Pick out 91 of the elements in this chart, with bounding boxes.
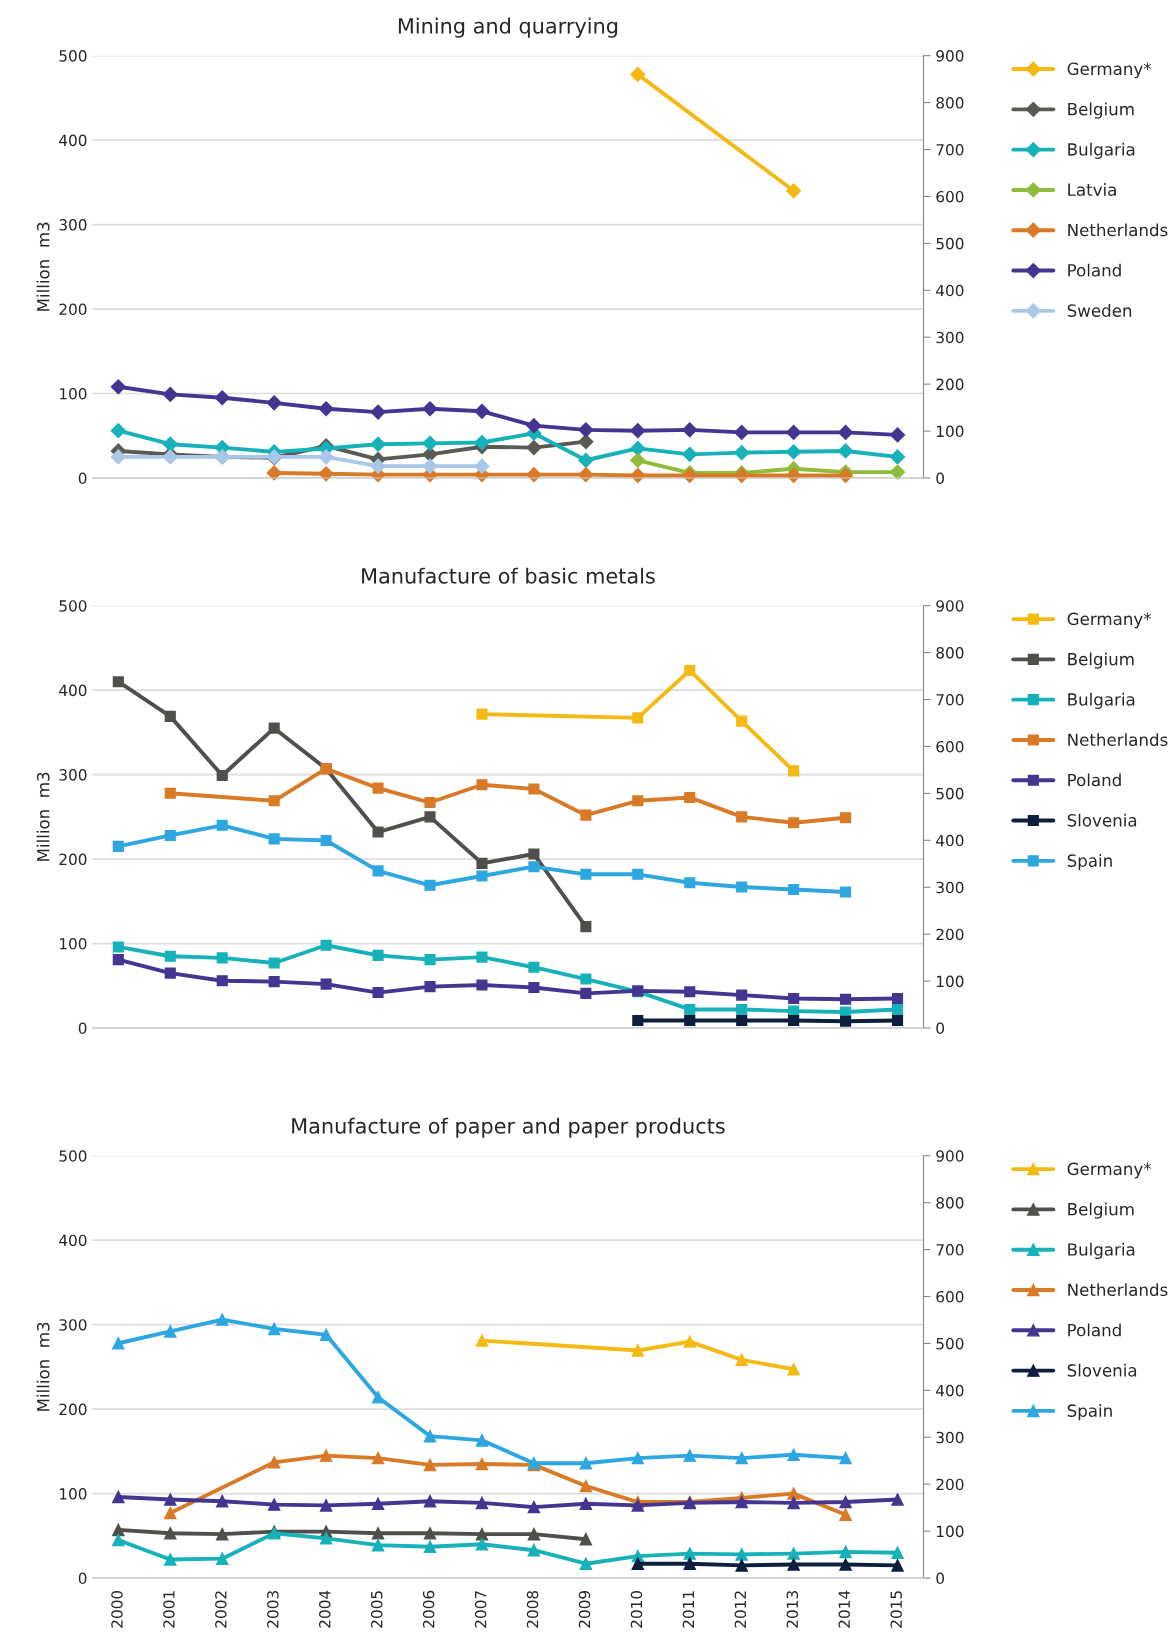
x-tick-label: 2006 xyxy=(422,1590,435,1628)
y2-tick-label: 500 xyxy=(936,787,964,800)
y2-tick-label: 200 xyxy=(936,928,964,941)
y2-tick-label: 0 xyxy=(936,1022,945,1035)
legend-label: Netherlands xyxy=(1068,223,1168,237)
y-tick-label: 100 xyxy=(60,388,87,400)
y2-tick-label: 100 xyxy=(936,975,964,988)
legend-label: Poland xyxy=(1068,263,1121,277)
legend-label: Poland xyxy=(1068,773,1121,787)
y-tick-label: 400 xyxy=(59,684,87,697)
chart-title: Manufacture of paper and paper products xyxy=(292,1117,725,1138)
legend-label: Poland xyxy=(1068,1323,1121,1337)
y2-tick-label: 800 xyxy=(936,647,964,659)
x-tick-label: 2004 xyxy=(318,1590,331,1628)
y-axis-title: Million m3 xyxy=(36,1322,50,1411)
y-tick-label: 400 xyxy=(59,1234,87,1247)
y2-tick-label: 500 xyxy=(936,1337,964,1350)
y-tick-label: 500 xyxy=(59,50,87,62)
y2-tick-label: 600 xyxy=(936,740,964,753)
y-tick-label: 0 xyxy=(78,1022,87,1035)
y2-tick-label: 500 xyxy=(936,237,964,250)
x-tick-label: 2011 xyxy=(682,1591,695,1628)
y2-tick-label: 400 xyxy=(936,834,964,847)
y-tick-label: 400 xyxy=(59,134,87,147)
y-tick-label: 300 xyxy=(59,219,87,231)
y-tick-label: 500 xyxy=(59,600,87,612)
y-tick-label: 200 xyxy=(59,853,87,866)
legend-label: Slovenia xyxy=(1067,813,1137,827)
legend-label: Netherlands xyxy=(1068,733,1168,747)
legend-label: Bulgaria xyxy=(1068,692,1135,709)
y-tick-label: 200 xyxy=(59,1403,87,1416)
legend-label: Bulgaria xyxy=(1068,1242,1135,1259)
legend-label: Slovenia xyxy=(1067,1363,1137,1377)
y2-tick-label: 0 xyxy=(936,1572,945,1585)
y-tick-label: 100 xyxy=(60,1488,87,1500)
y2-tick-label: 700 xyxy=(936,1244,964,1256)
legend-label: Belgium xyxy=(1068,102,1134,119)
legend-label: Spain xyxy=(1067,854,1112,871)
y-axis-title: Million m3 xyxy=(36,772,50,861)
legend-label: Germany* xyxy=(1067,1162,1152,1179)
y-tick-label: 500 xyxy=(59,1150,87,1162)
x-tick-label: 2007 xyxy=(474,1591,487,1628)
legend-label: Latvia xyxy=(1068,183,1116,196)
legend-label: Belgium xyxy=(1068,1202,1134,1219)
x-tick-label: 2003 xyxy=(267,1591,279,1628)
y2-tick-label: 200 xyxy=(936,378,964,391)
x-tick-label: 2002 xyxy=(215,1591,227,1628)
y2-tick-label: 900 xyxy=(936,1150,964,1162)
y2-tick-label: 200 xyxy=(936,1478,964,1491)
x-tick-label: 2000 xyxy=(111,1590,123,1628)
legend-label: Netherlands xyxy=(1068,1283,1168,1297)
x-tick-label: 2012 xyxy=(734,1591,747,1628)
y2-tick-label: 100 xyxy=(936,1525,964,1538)
y-tick-label: 300 xyxy=(59,769,87,781)
legend-label: Germany* xyxy=(1067,62,1152,79)
chart-title: Manufacture of basic metals xyxy=(362,567,655,584)
y2-tick-label: 800 xyxy=(936,1197,964,1209)
y2-tick-label: 700 xyxy=(936,143,964,156)
y2-tick-label: 900 xyxy=(936,50,964,62)
y-tick-label: 0 xyxy=(78,472,87,485)
legend-label: Sweden xyxy=(1067,303,1132,317)
y2-tick-label: 900 xyxy=(936,600,964,612)
x-tick-label: 2010 xyxy=(630,1590,643,1628)
x-tick-label: 2015 xyxy=(890,1591,902,1628)
x-tick-label: 2014 xyxy=(838,1590,851,1628)
legend-label: Spain xyxy=(1067,1404,1112,1421)
y2-tick-label: 600 xyxy=(936,190,964,203)
y2-tick-label: 0 xyxy=(936,472,945,485)
y2-tick-label: 100 xyxy=(936,425,964,438)
y-axis-title: Million m3 xyxy=(36,222,50,311)
y2-tick-label: 800 xyxy=(936,97,964,109)
y2-tick-label: 300 xyxy=(936,331,964,344)
y2-tick-label: 400 xyxy=(936,1384,964,1397)
y2-tick-label: 600 xyxy=(936,1290,964,1303)
y-tick-label: 100 xyxy=(60,938,87,950)
y-tick-label: 0 xyxy=(78,1572,87,1585)
legend-label: Belgium xyxy=(1068,652,1134,669)
x-tick-label: 2008 xyxy=(526,1590,539,1628)
x-tick-label: 2005 xyxy=(370,1591,383,1628)
y2-tick-label: 300 xyxy=(936,881,964,894)
y-tick-label: 300 xyxy=(59,1319,87,1331)
x-tick-label: 2001 xyxy=(163,1591,175,1628)
x-tick-label: 2013 xyxy=(786,1591,799,1628)
legend-label: Germany* xyxy=(1067,612,1152,629)
x-tick-label: 2009 xyxy=(578,1590,591,1628)
y2-tick-label: 300 xyxy=(936,1431,964,1444)
y2-tick-label: 700 xyxy=(936,694,964,706)
chart-title: Mining and quarrying xyxy=(398,17,618,38)
legend-label: Bulgaria xyxy=(1068,142,1135,159)
y-tick-label: 200 xyxy=(59,303,87,316)
y2-tick-label: 400 xyxy=(936,284,964,297)
